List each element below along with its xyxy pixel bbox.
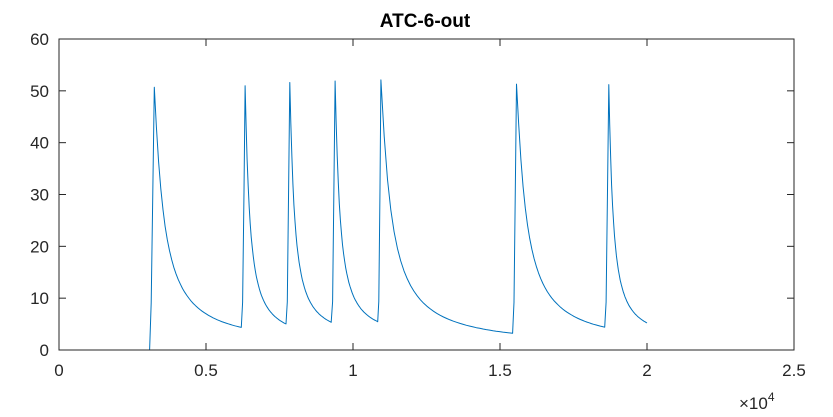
x-axis-exponent-power: 4: [768, 390, 775, 404]
plot-area: [59, 39, 794, 350]
chart-title: ATC-6-out: [380, 11, 471, 32]
y-tick-label: 10: [30, 289, 49, 308]
x-axis-exponent-base: ×10: [739, 394, 768, 413]
y-tick-label: 30: [30, 186, 49, 205]
x-tick-label: 1: [348, 361, 357, 380]
y-tick-label: 50: [30, 82, 49, 101]
y-tick-label: 40: [30, 134, 49, 153]
x-tick-label: 2.5: [782, 361, 806, 380]
y-tick-label: 0: [40, 341, 49, 360]
x-tick-label: 0.5: [194, 361, 218, 380]
x-axis-ticks: 0 0.5 1 1.5 2 2.5: [54, 39, 806, 380]
x-tick-label: 2: [642, 361, 651, 380]
y-tick-label: 60: [30, 30, 49, 49]
plot-frame: [58, 38, 795, 351]
y-tick-label: 20: [30, 237, 49, 256]
x-tick-label: 0: [54, 361, 63, 380]
x-axis-exponent-label: ×104: [739, 390, 775, 413]
x-tick-label: 1.5: [488, 361, 512, 380]
data-series-line: [59, 79, 648, 351]
